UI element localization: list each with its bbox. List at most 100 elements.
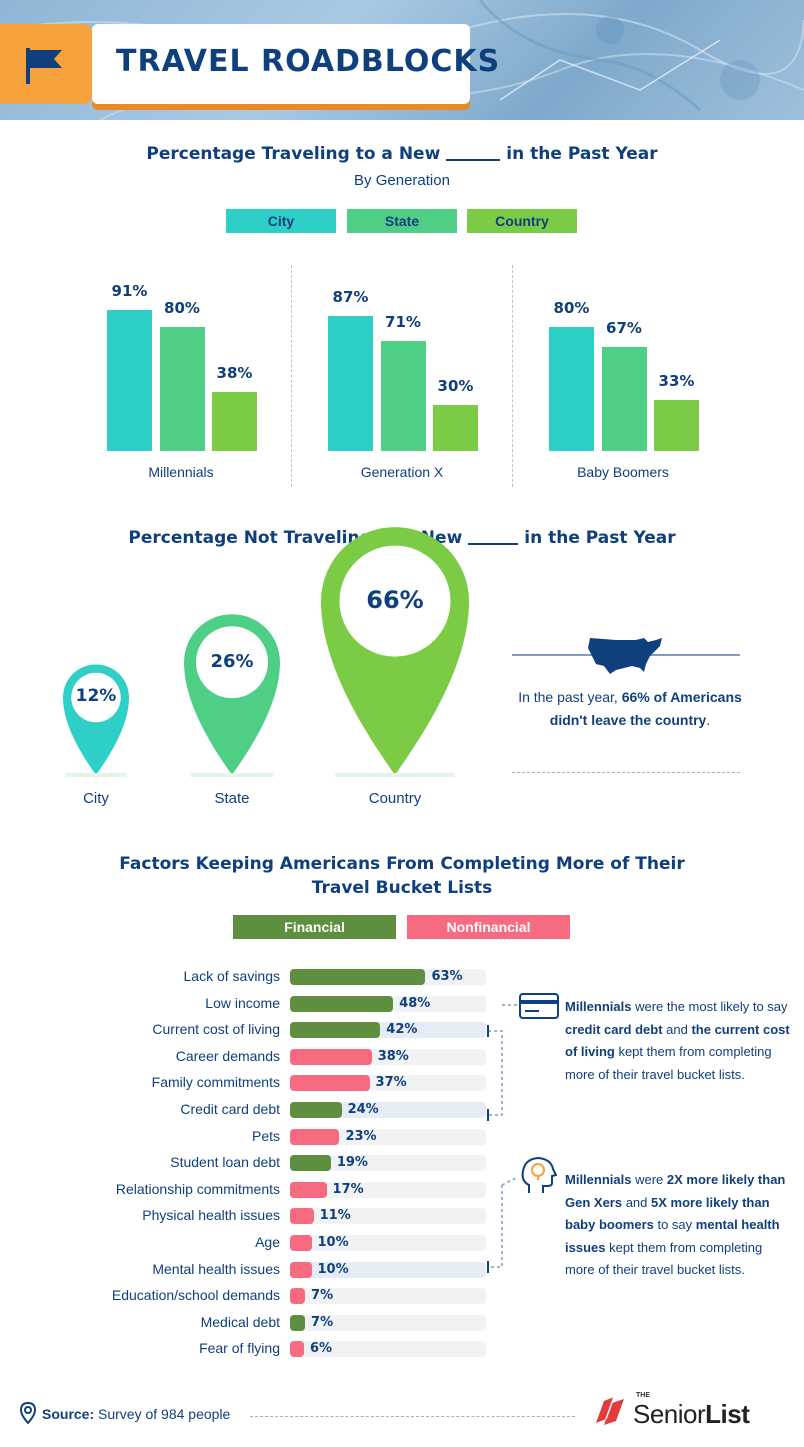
- factor-value: 11%: [319, 1208, 351, 1224]
- factor-value: 10%: [317, 1235, 349, 1250]
- factor-label: Credit card debt: [180, 1101, 280, 1117]
- factor-bar: [290, 1314, 306, 1331]
- factor-bar: [290, 1048, 372, 1065]
- factor-track: [290, 1261, 486, 1278]
- callout-text: In the past year, 66% of Americans didn'…: [515, 686, 745, 732]
- factor-track: [290, 1235, 486, 1251]
- bar-value-label: 38%: [216, 364, 253, 383]
- bar-value-label: 33%: [658, 371, 695, 390]
- legend-city: City: [226, 209, 336, 233]
- generation-bar-chart: 91% 80% 38% Millennials 87% 71% 30% Generation …: [0, 0, 804, 500]
- bar-value-label: 80%: [164, 299, 200, 317]
- section1-subtitle: By Generation: [354, 172, 450, 189]
- pin-center: [196, 626, 268, 699]
- factor-label: Mental health issues: [152, 1260, 280, 1277]
- factor-bar: [290, 1075, 370, 1092]
- factor-bar: [290, 969, 426, 985]
- brand-wordmark: SeniorList: [633, 1399, 750, 1430]
- book-logo-icon: [596, 1396, 624, 1425]
- source-text: Survey of 984 people: [98, 1406, 231, 1422]
- factor-bar: [290, 1155, 331, 1172]
- bar: [601, 347, 647, 451]
- factor-label: Family commitments: [151, 1074, 280, 1091]
- pin-marker: [184, 614, 280, 777]
- factor-label: Relationship commitments: [115, 1180, 280, 1197]
- note-mental-health: Millennials were 2X more likely than Gen…: [565, 1169, 790, 1282]
- note-credit-card: Millennials were the most likely to say …: [565, 996, 800, 1086]
- factor-bar: [290, 1261, 312, 1278]
- note2-bold: 5X more likely than baby boomers: [565, 1194, 770, 1233]
- factor-value: 7%: [311, 1314, 334, 1330]
- section1-title-part2: in the Past Year: [506, 144, 658, 164]
- bar-value-label: 87%: [332, 288, 369, 307]
- factor-bar: [290, 1288, 306, 1305]
- note-brackets: [487, 1004, 519, 1273]
- group-label: Millennials: [148, 464, 214, 480]
- source-line: Source: Survey of 984 people: [42, 1406, 230, 1422]
- us-map-icon: [588, 638, 662, 674]
- bar: [212, 392, 257, 451]
- note1-text: and: [662, 1021, 692, 1037]
- note1-bold: credit card debt: [565, 1021, 663, 1037]
- bar: [159, 327, 205, 451]
- factors-bar-chart: Lack of savings 63% Low income 48% Current c…: [111, 968, 486, 1358]
- factor-value: 17%: [332, 1181, 364, 1197]
- brand-list: List: [705, 1399, 750, 1429]
- source-label: Source:: [42, 1406, 95, 1422]
- title-card: [92, 24, 470, 104]
- factor-label: Lack of savings: [183, 968, 281, 984]
- callout-part1: In the past year,: [518, 689, 622, 705]
- pin-marker: [321, 527, 469, 777]
- group-label: Baby Boomers: [577, 464, 669, 480]
- note2-text: and: [622, 1194, 652, 1210]
- note1-text: were the most likely to say: [631, 999, 788, 1014]
- bar-value-label: 67%: [606, 319, 642, 338]
- note2-bold: Millennials: [565, 1172, 632, 1187]
- factor-track: [290, 1181, 486, 1198]
- factor-bar: [290, 1235, 312, 1251]
- section2-title-part2: in the Past Year: [524, 528, 676, 548]
- title-blank: [446, 159, 501, 161]
- callout-bottom-rule: [512, 772, 740, 773]
- group-divider: [291, 265, 292, 487]
- brand-the: THE: [636, 1392, 650, 1399]
- callout-part2: .: [706, 712, 711, 728]
- bar-value-label: 30%: [437, 376, 474, 395]
- pin-value: 66%: [366, 585, 424, 614]
- note1-bold: the current cost of living: [565, 1021, 790, 1060]
- legend-financial: Financial: [233, 915, 396, 939]
- factor-value: 42%: [386, 1022, 418, 1038]
- brain-lightbulb-icon: [521, 1156, 557, 1193]
- factor-label: Fear of flying: [199, 1340, 280, 1357]
- factor-label: Education/school demands: [111, 1287, 280, 1304]
- factor-value: 37%: [375, 1075, 407, 1091]
- pin-center: [339, 545, 451, 657]
- note2-text: to say: [653, 1217, 696, 1232]
- factor-label: Current cost of living: [152, 1021, 280, 1038]
- factor-track: [290, 1341, 486, 1358]
- bar-value-label: 91%: [111, 281, 148, 300]
- group-label: Generation X: [360, 464, 444, 480]
- factor-track: [290, 1155, 486, 1172]
- callout-bold: 66% of Americans didn't leave the countr…: [549, 689, 742, 728]
- bar-value-label: 80%: [553, 299, 590, 317]
- legend-country: Country: [467, 209, 577, 233]
- factor-track: [290, 1288, 486, 1305]
- factor-label: Student loan debt: [170, 1154, 280, 1171]
- credit-card-icon: [519, 993, 559, 1019]
- section1-title-part1: Percentage Traveling to a New: [146, 144, 441, 164]
- factor-bar: [290, 1022, 381, 1039]
- legend-nonfinancial: Nonfinancial: [407, 915, 570, 939]
- section3-title-line1: Factors Keeping Americans From Completin…: [119, 854, 685, 874]
- pin-label: City: [83, 790, 109, 807]
- pin-chart: 12% City 26% State 66% Country: [63, 527, 469, 807]
- factor-label: Pets: [251, 1127, 280, 1144]
- note1-bold: Millennials: [565, 999, 632, 1014]
- factor-value: 19%: [336, 1155, 368, 1171]
- pin-label: State: [214, 790, 250, 807]
- factor-value: 10%: [317, 1261, 349, 1277]
- legend-state: State: [347, 209, 457, 233]
- factor-track: [290, 1208, 486, 1225]
- bar-value-label: 71%: [385, 312, 421, 331]
- footer-rule: [250, 1416, 575, 1417]
